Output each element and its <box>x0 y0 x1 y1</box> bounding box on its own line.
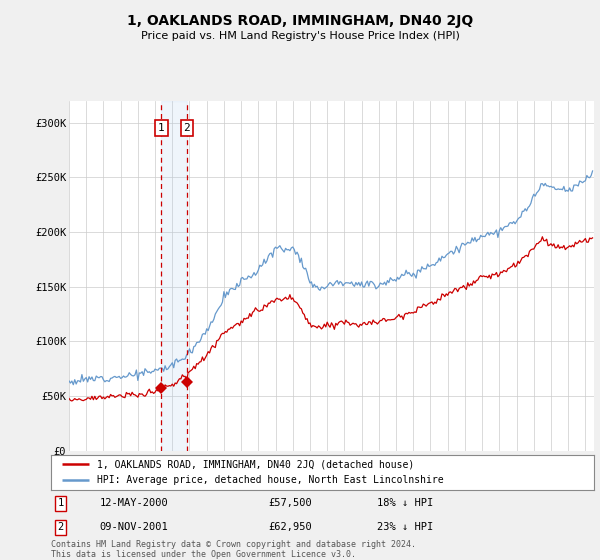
Text: £62,950: £62,950 <box>268 522 312 532</box>
Text: 1, OAKLANDS ROAD, IMMINGHAM, DN40 2JQ (detached house): 1, OAKLANDS ROAD, IMMINGHAM, DN40 2JQ (d… <box>97 459 415 469</box>
Text: 1: 1 <box>158 123 165 133</box>
Text: 2: 2 <box>58 522 64 532</box>
Text: HPI: Average price, detached house, North East Lincolnshire: HPI: Average price, detached house, Nort… <box>97 475 444 486</box>
Bar <box>161 101 187 451</box>
Text: £57,500: £57,500 <box>268 498 312 508</box>
Text: 1, OAKLANDS ROAD, IMMINGHAM, DN40 2JQ: 1, OAKLANDS ROAD, IMMINGHAM, DN40 2JQ <box>127 14 473 28</box>
Text: Contains HM Land Registry data © Crown copyright and database right 2024.
This d: Contains HM Land Registry data © Crown c… <box>51 540 416 559</box>
Text: 1: 1 <box>58 498 64 508</box>
Text: 09-NOV-2001: 09-NOV-2001 <box>100 522 169 532</box>
Text: 23% ↓ HPI: 23% ↓ HPI <box>377 522 433 532</box>
Text: 2: 2 <box>184 123 190 133</box>
Text: 12-MAY-2000: 12-MAY-2000 <box>100 498 169 508</box>
Text: Price paid vs. HM Land Registry's House Price Index (HPI): Price paid vs. HM Land Registry's House … <box>140 31 460 41</box>
Text: 18% ↓ HPI: 18% ↓ HPI <box>377 498 433 508</box>
